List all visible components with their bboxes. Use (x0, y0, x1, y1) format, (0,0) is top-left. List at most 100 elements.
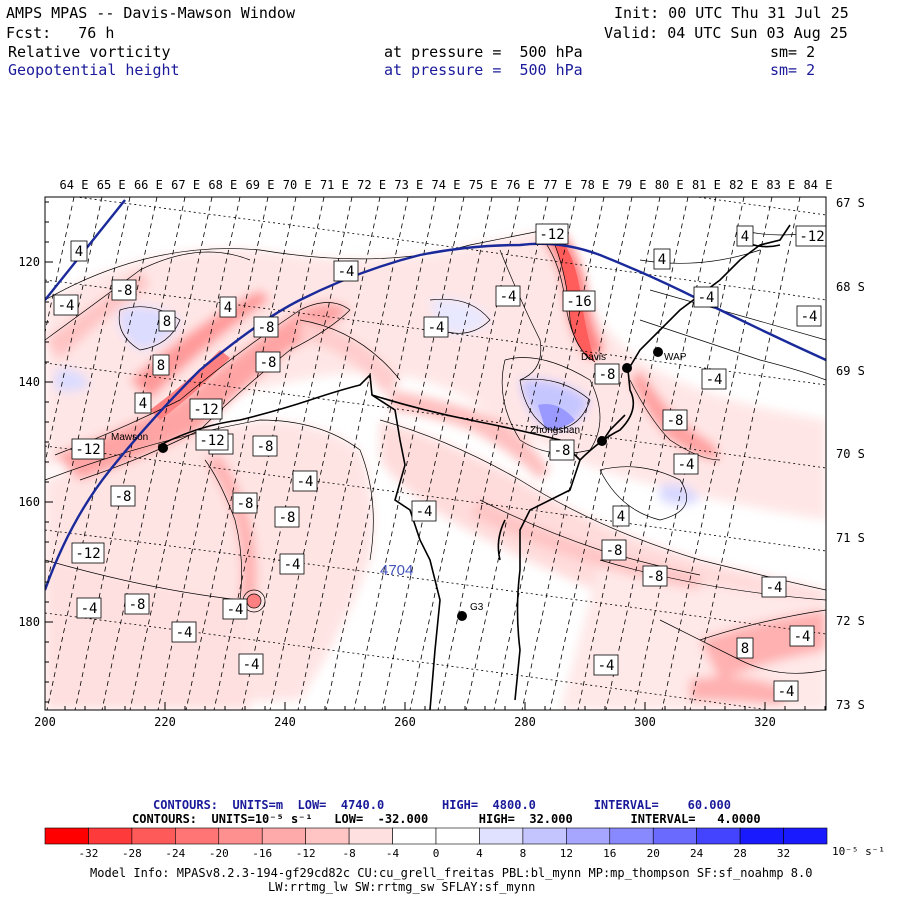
colorbar-tick-label: 24 (690, 847, 704, 860)
contour-label: -8 (110, 485, 136, 507)
svg-text:-8: -8 (606, 543, 623, 559)
colorbar-box (131, 827, 176, 845)
x-axis-label: 220 (154, 715, 176, 729)
field1-level: at pressure = 500 hPa (384, 43, 583, 61)
longitude-line (437, 197, 549, 710)
latitude-label: 72 S (836, 614, 865, 628)
height-contour-label: 4704 (380, 562, 413, 579)
colorbar-tick-label: 16 (603, 847, 617, 860)
longitude-line (45, 197, 103, 465)
svg-text:-12: -12 (75, 546, 100, 562)
colorbar-tick-label: -20 (208, 847, 229, 860)
x-axis-label: 240 (274, 715, 296, 729)
svg-text:G3: G3 (470, 602, 484, 613)
svg-text:-4: -4 (338, 264, 355, 280)
longitude-line (185, 197, 297, 710)
longitude-label: 84 E (804, 178, 833, 192)
svg-text:-12: -12 (799, 229, 824, 245)
svg-text:4: 4 (224, 300, 232, 316)
y-axis-label: 140 (18, 375, 40, 389)
svg-text:-8: -8 (647, 569, 664, 585)
height-contour-info: CONTOURS: UNITS=m LOW= 4740.0 HIGH= 4800… (153, 798, 731, 812)
plot-frame (44, 196, 827, 711)
contour-label: -4 (333, 260, 359, 282)
svg-text:-8: -8 (115, 489, 132, 505)
colorbar-tick-label: -32 (78, 847, 99, 860)
svg-text:Mawson: Mawson (111, 432, 148, 443)
colorbar-box (88, 827, 133, 845)
colorbar-box (44, 827, 89, 845)
colorbar-tick-label: 32 (776, 847, 791, 860)
contour-label: -12 (71, 542, 105, 564)
svg-text:-4: -4 (678, 457, 695, 473)
colorbar-tick-label: -12 (295, 847, 316, 860)
contour-label: 4 (134, 392, 152, 414)
colorbar-box (218, 827, 263, 845)
x-axis-label: 320 (754, 715, 776, 729)
latitude-line (73, 197, 826, 301)
station-wap: WAP (653, 347, 687, 363)
longitude-line (409, 197, 521, 710)
svg-text:8: 8 (157, 358, 165, 374)
longitude-label: 76 E (506, 178, 535, 192)
plot-title: AMPS MPAS -- Davis-Mawson Window (6, 4, 295, 22)
longitude-label: 79 E (618, 178, 647, 192)
svg-text:-12: -12 (75, 442, 100, 458)
contour-label: -4 (238, 653, 264, 675)
longitude-label: 78 E (580, 178, 609, 192)
height-contour-4704 (45, 242, 826, 591)
longitude-line (465, 197, 577, 710)
station-g3: G3 (457, 602, 484, 621)
svg-text:-12: -12 (539, 227, 564, 243)
contour-label: -12 (189, 398, 223, 420)
colorbar-box (348, 827, 393, 845)
model-physics: LW:rrtmg_lw SW:rrtmg_sw SFLAY:sf_mynn (268, 880, 536, 894)
contour-label: 4 (219, 296, 237, 318)
colorbar-box (652, 827, 697, 845)
longitude-line (353, 197, 465, 710)
svg-text:-8: -8 (279, 510, 296, 526)
colorbar-tick-label: 0 (432, 847, 440, 860)
longitude-line (74, 197, 186, 710)
longitude-label: 66 E (134, 178, 163, 192)
svg-text:-4: -4 (176, 625, 193, 641)
x-axis-label: 260 (394, 715, 416, 729)
svg-text:WAP: WAP (664, 352, 687, 363)
field1-smoothing: sm= 2 (770, 43, 816, 61)
colorbar-box (522, 827, 567, 845)
colorbar-box (305, 827, 350, 845)
longitude-line (129, 197, 241, 710)
svg-text:-4: -4 (706, 372, 723, 388)
contour-label: -4 (423, 316, 449, 338)
longitude-label: 71 E (320, 178, 349, 192)
longitude-line (101, 197, 213, 710)
svg-text:4: 4 (741, 229, 749, 245)
latitude-label: 71 S (836, 531, 865, 545)
contour-label: -8 (253, 316, 279, 338)
svg-text:-4: -4 (698, 290, 715, 306)
latitude-line (45, 362, 826, 469)
svg-text:-4: -4 (81, 601, 98, 617)
svg-text:-8: -8 (257, 439, 274, 455)
colorbar-box (783, 827, 828, 845)
contour-label: -8 (252, 435, 278, 457)
x-axis-label: 280 (514, 715, 536, 729)
longitude-label: 65 E (97, 178, 126, 192)
contour-label: -4 (411, 500, 437, 522)
station-mawson: Mawson (111, 432, 168, 453)
colorbar-box (392, 827, 437, 845)
contour-label: -4 (495, 285, 521, 307)
contour-label: -8 (124, 593, 150, 615)
colorbar-tick-label: 20 (646, 847, 660, 860)
svg-text:4: 4 (75, 244, 83, 260)
field2-name: Geopotential height (8, 61, 180, 79)
longitude-line (605, 197, 717, 710)
svg-text:-4: -4 (297, 474, 314, 490)
lat-lon-grid (45, 197, 826, 710)
vorticity-contour-info: CONTOURS: UNITS=10⁻⁵ s⁻¹ LOW= -32.000 HI… (132, 812, 761, 826)
colorbar-tick-label: -8 (342, 847, 356, 860)
latitude-label: 69 S (836, 364, 865, 378)
contour-label: -4 (789, 625, 815, 647)
contour-label: -4 (693, 286, 719, 308)
colorbar-tick-label: 8 (519, 847, 527, 860)
